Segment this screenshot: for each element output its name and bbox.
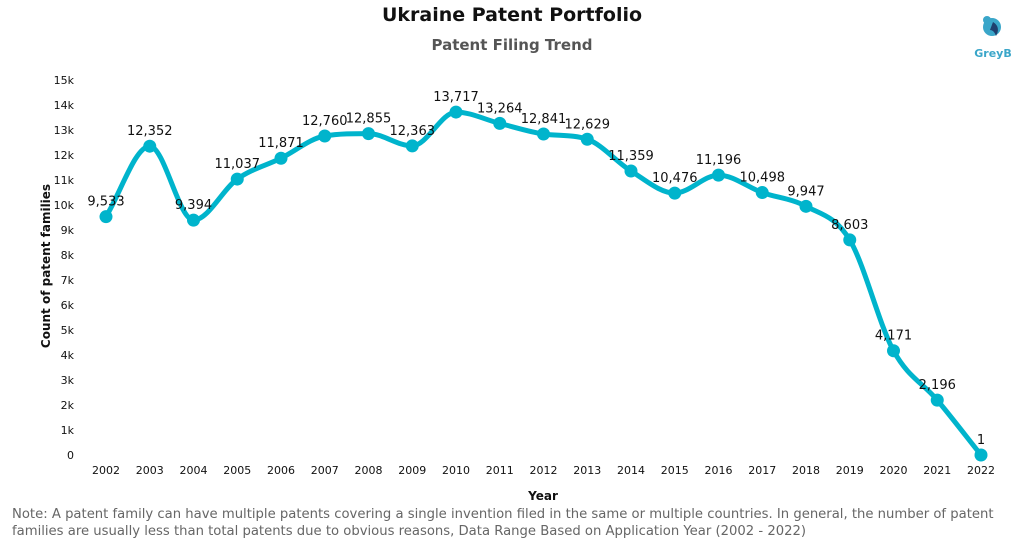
data-point bbox=[99, 210, 113, 224]
chart-title: Ukraine Patent Portfolio bbox=[382, 4, 642, 26]
y-tick-label: 4k bbox=[61, 349, 75, 362]
x-tick-label: 2018 bbox=[792, 464, 820, 477]
data-point bbox=[405, 139, 419, 153]
data-label: 2,196 bbox=[919, 378, 956, 393]
x-tick-label: 2004 bbox=[180, 464, 208, 477]
x-tick-label: 2006 bbox=[267, 464, 295, 477]
data-label: 11,196 bbox=[696, 153, 742, 168]
data-label: 12,363 bbox=[390, 124, 436, 139]
data-point bbox=[449, 105, 463, 119]
x-axis-label: Year bbox=[527, 489, 558, 503]
y-tick-label: 8k bbox=[61, 249, 75, 262]
bird-icon bbox=[983, 16, 1001, 36]
data-label: 13,717 bbox=[433, 90, 479, 105]
data-label: 12,629 bbox=[565, 117, 611, 132]
data-label: 11,871 bbox=[258, 136, 304, 151]
chart-subtitle: Patent Filing Trend bbox=[431, 36, 592, 54]
data-point bbox=[493, 116, 507, 130]
x-tick-label: 2005 bbox=[223, 464, 251, 477]
data-point bbox=[537, 127, 550, 141]
footnote: Note: A patent family can have multiple … bbox=[12, 507, 994, 539]
x-tick-label: 2012 bbox=[530, 464, 558, 477]
data-point bbox=[187, 213, 200, 227]
data-points bbox=[99, 105, 988, 462]
x-tick-label: 2022 bbox=[967, 464, 995, 477]
data-label: 12,855 bbox=[346, 112, 392, 127]
x-tick-label: 2019 bbox=[836, 464, 864, 477]
x-tick-label: 2008 bbox=[355, 464, 383, 477]
data-point bbox=[580, 132, 594, 146]
data-label: 8,603 bbox=[831, 218, 868, 233]
data-label: 9,947 bbox=[787, 184, 824, 199]
data-point bbox=[668, 186, 682, 200]
data-point bbox=[755, 186, 769, 200]
data-label: 10,476 bbox=[652, 171, 698, 186]
data-labels: 9,533 12,352 9,394 11,037 11,871 12,76012,855… bbox=[87, 90, 985, 448]
x-tick-label: 2003 bbox=[136, 464, 164, 477]
x-tick-label: 2011 bbox=[486, 464, 514, 477]
y-tick-label: 0 bbox=[67, 449, 74, 462]
x-tick-label: 2002 bbox=[92, 464, 120, 477]
data-point bbox=[843, 233, 857, 247]
data-point bbox=[887, 344, 900, 358]
greyb-logo: GreyB bbox=[974, 16, 1012, 60]
y-tick-label: 2k bbox=[61, 399, 75, 412]
y-axis-ticks: 0 1k 2k 3k 4k 5k 6k 7k 8k 9k 10k 11k 12k 13k 14k 15k bbox=[54, 74, 75, 462]
data-point bbox=[230, 172, 244, 186]
x-tick-label: 2010 bbox=[442, 464, 470, 477]
y-tick-label: 7k bbox=[61, 274, 75, 287]
logo-text: GreyB bbox=[974, 47, 1011, 60]
data-label: 11,359 bbox=[608, 149, 654, 164]
y-tick-label: 13k bbox=[54, 124, 75, 137]
x-tick-label: 2009 bbox=[398, 464, 426, 477]
x-tick-label: 2021 bbox=[923, 464, 951, 477]
data-label: 12,760 bbox=[302, 114, 348, 129]
y-tick-label: 14k bbox=[54, 99, 75, 112]
data-label: 11,037 bbox=[215, 157, 261, 172]
y-tick-label: 3k bbox=[61, 374, 75, 387]
y-tick-label: 10k bbox=[54, 199, 75, 212]
x-tick-label: 2016 bbox=[705, 464, 733, 477]
x-tick-label: 2017 bbox=[748, 464, 776, 477]
data-label: 9,533 bbox=[87, 195, 124, 210]
y-tick-label: 1k bbox=[61, 424, 75, 437]
y-tick-label: 6k bbox=[61, 299, 75, 312]
data-point bbox=[362, 127, 375, 141]
data-point bbox=[799, 199, 813, 213]
x-tick-label: 2014 bbox=[617, 464, 645, 477]
data-label: 13,264 bbox=[477, 101, 523, 116]
x-tick-label: 2007 bbox=[311, 464, 339, 477]
data-point bbox=[624, 164, 638, 178]
y-tick-label: 5k bbox=[61, 324, 75, 337]
data-label: 1 bbox=[977, 433, 985, 448]
data-point bbox=[974, 448, 988, 462]
data-label: 12,352 bbox=[127, 124, 173, 139]
x-tick-label: 2015 bbox=[661, 464, 689, 477]
data-point bbox=[712, 168, 725, 182]
x-tick-label: 2013 bbox=[573, 464, 601, 477]
x-axis-ticks: 2002 2003 2004 2005 2006 2007 2008 2009 2010 2011… bbox=[92, 464, 995, 477]
data-label: 10,498 bbox=[740, 171, 786, 186]
data-point bbox=[318, 129, 332, 143]
data-label: 12,841 bbox=[521, 112, 567, 127]
y-tick-label: 9k bbox=[61, 224, 75, 237]
data-label: 9,394 bbox=[175, 198, 212, 213]
data-label: 4,171 bbox=[875, 329, 912, 344]
y-tick-label: 12k bbox=[54, 149, 75, 162]
y-axis-label: Count of patent families bbox=[39, 184, 53, 348]
y-tick-label: 11k bbox=[54, 174, 75, 187]
data-point bbox=[930, 393, 944, 407]
y-tick-label: 15k bbox=[54, 74, 75, 87]
x-tick-label: 2020 bbox=[880, 464, 908, 477]
data-point bbox=[274, 151, 288, 165]
data-point bbox=[143, 139, 157, 153]
